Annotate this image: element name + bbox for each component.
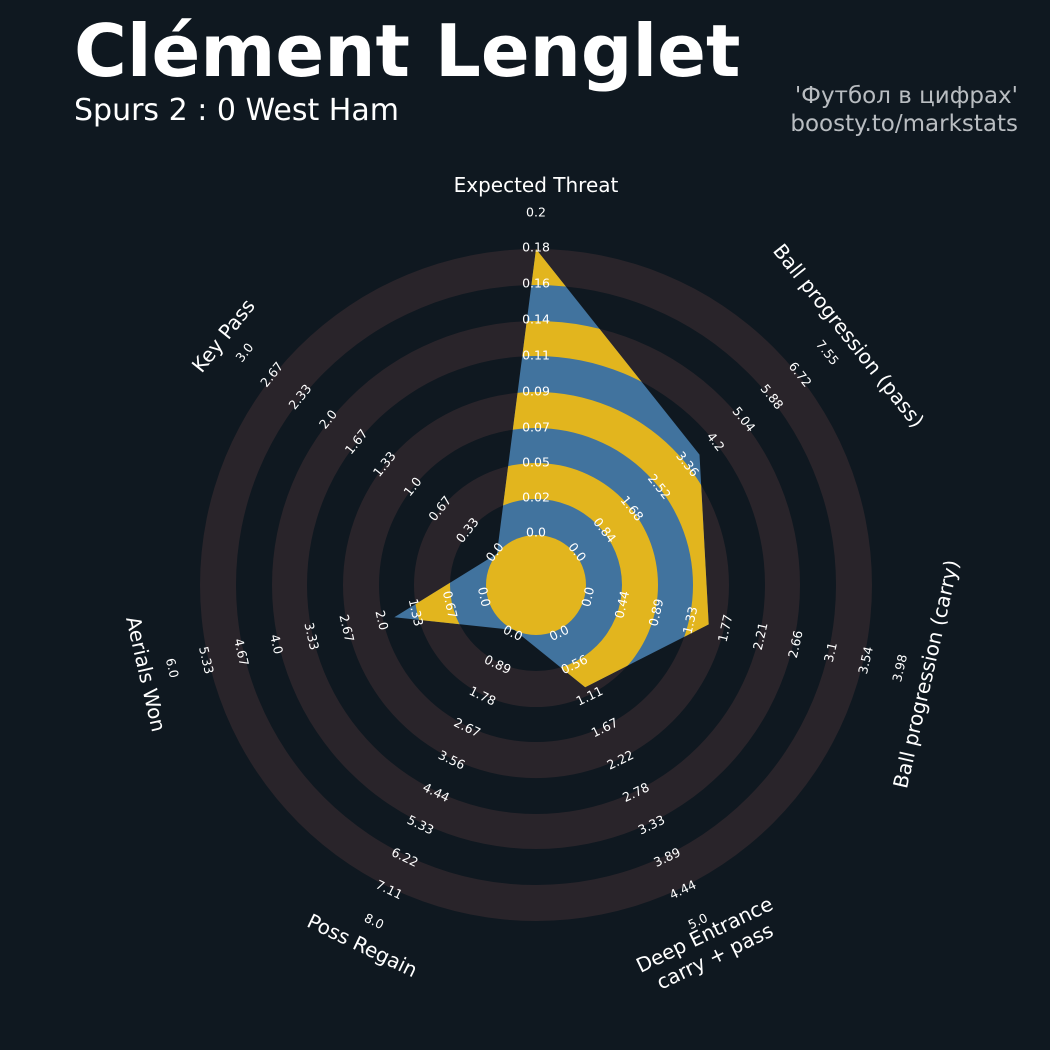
parameter-label: Key Pass — [187, 294, 260, 377]
tick-label: 0.14 — [522, 312, 550, 327]
tick-label: 2.0 — [372, 609, 391, 632]
tick-label: 2.66 — [785, 629, 806, 660]
parameter-label-line: Expected Threat — [454, 173, 619, 197]
player-name-title: Clément Lenglet — [74, 9, 741, 93]
tick-label: 3.1 — [821, 641, 840, 664]
credit-block: 'Футбол в цифрах' boosty.to/markstats — [790, 82, 1018, 138]
tick-label: 2.21 — [750, 621, 771, 651]
tick-label: 0.16 — [522, 276, 550, 291]
parameter-label-line: Key Pass — [187, 294, 260, 377]
parameter-label-line: Poss Regain — [303, 909, 421, 982]
tick-label: 5.33 — [196, 645, 217, 675]
tick-label: 4.67 — [231, 637, 252, 667]
tick-label: 3.54 — [855, 645, 876, 676]
tick-label: 3.98 — [889, 653, 910, 684]
tick-label: 3.0 — [232, 340, 256, 365]
tick-label: 8.0 — [362, 910, 386, 932]
match-subtitle: Spurs 2 : 0 West Ham — [74, 93, 399, 128]
tick-label: 0.02 — [522, 490, 550, 505]
parameter-label: Poss Regain — [303, 909, 421, 982]
parameter-label-line: Aerials Won — [121, 614, 171, 734]
tick-label: 0.2 — [526, 205, 546, 220]
tick-label: 1.33 — [680, 605, 701, 635]
tick-label: 0.05 — [522, 455, 550, 470]
tick-label: 0.0 — [578, 585, 597, 608]
credit-line-url: boosty.to/markstats — [790, 111, 1018, 138]
tick-label: 1.77 — [715, 613, 736, 643]
tick-label: 0.67 — [440, 589, 461, 619]
tick-label: 0.09 — [522, 384, 550, 399]
tick-label: 0.89 — [645, 597, 666, 628]
parameter-label: Expected Threat — [454, 173, 619, 197]
tick-label: 0.0 — [475, 585, 494, 608]
tick-label: 0.18 — [522, 240, 550, 255]
tick-label: 4.0 — [267, 633, 286, 656]
parameter-label: Aerials Won — [121, 614, 171, 734]
tick-label: 3.33 — [301, 621, 322, 651]
tick-label: 0.0 — [526, 525, 546, 540]
tick-label: 2.67 — [336, 613, 357, 643]
tick-label: 0.11 — [522, 348, 550, 363]
tick-label: 0.07 — [522, 420, 550, 435]
tick-label: 6.0 — [163, 657, 182, 680]
tick-label: 1.33 — [406, 597, 427, 627]
data-inner-disc — [486, 535, 586, 635]
tick-label: 7.55 — [813, 337, 842, 368]
tick-label: 0.44 — [611, 589, 632, 620]
credit-line-brand: 'Футбол в цифрах' — [794, 83, 1018, 109]
